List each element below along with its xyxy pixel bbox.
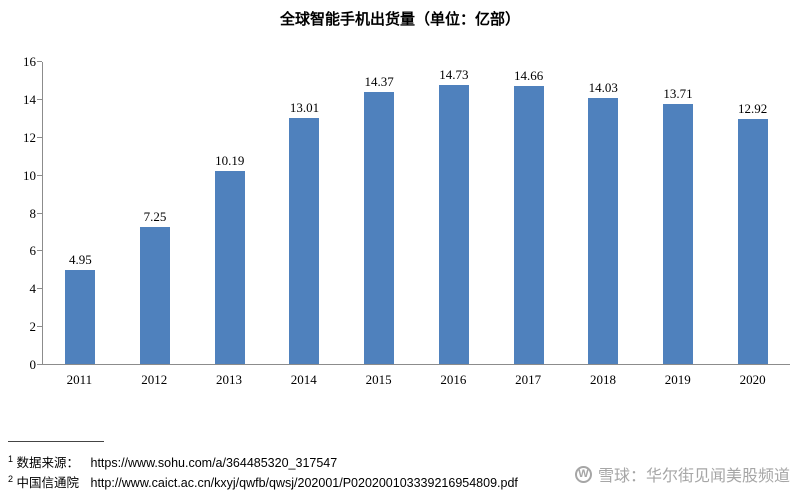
bar xyxy=(140,226,171,364)
chart-title: 全球智能手机出货量（单位：亿部） xyxy=(279,11,520,28)
y-axis-tick xyxy=(37,288,42,290)
x-axis-label: 2016 xyxy=(440,372,467,387)
bar xyxy=(588,98,619,364)
footnote-source-1: 1 数据来源： https://www.sohu.com/a/364485320… xyxy=(8,452,337,471)
bar-group: 13.01 xyxy=(267,62,342,364)
y-axis: 0 2 4 6 8 10 12 14 16 xyxy=(0,55,37,372)
footnote-marker: 2 xyxy=(8,473,14,484)
bar-value-label: 14.03 xyxy=(588,80,618,96)
x-axis-label: 2018 xyxy=(589,372,616,387)
y-axis-tick xyxy=(37,61,42,62)
bar-group: 10.19 xyxy=(192,62,267,364)
bar-chart-plot-area: 4.95 7.25 10.19 13.01 14.37 14.73 14.66 14.03 13… xyxy=(42,62,790,365)
x-axis-label: 2012 xyxy=(141,372,168,387)
y-axis-tick xyxy=(37,136,42,138)
y-axis-label: 2 xyxy=(29,319,37,335)
bar-value-label: 12.92 xyxy=(738,101,768,117)
footnote-link[interactable]: https://www.sohu.com/a/364485320_317547 xyxy=(90,456,338,470)
bar-group: 13.71 xyxy=(641,62,716,364)
y-axis-tick xyxy=(37,364,42,365)
bar-group: 14.66 xyxy=(491,62,566,364)
x-axis-label: 2017 xyxy=(515,372,542,387)
bar-group: 7.25 xyxy=(118,62,193,364)
bar-value-label: 13.01 xyxy=(289,99,320,115)
y-axis-label: 4 xyxy=(29,281,37,297)
footnote-label: 中国信通院 xyxy=(16,476,80,490)
x-axis-label: 2014 xyxy=(290,372,317,387)
x-axis-label: 2020 xyxy=(739,372,766,387)
bar-value-label: 13.71 xyxy=(663,86,693,102)
footnote-source-2: 2 中国信通院 http://www.caict.ac.cn/kxyj/qwfb… xyxy=(8,472,518,491)
y-axis-tick xyxy=(37,326,42,328)
y-axis-label: 0 xyxy=(29,357,37,372)
x-axis: 2011 2012 2013 2014 2015 2016 2017 2018 2019 2020 xyxy=(42,372,790,388)
bar-value-label: 14.37 xyxy=(364,73,394,89)
y-axis-tick xyxy=(37,250,42,252)
bar xyxy=(364,91,395,364)
y-axis-label: 8 xyxy=(29,205,37,221)
bar-group: 4.95 xyxy=(43,62,118,364)
y-axis-label: 14 xyxy=(23,91,36,107)
bar-value-label: 10.19 xyxy=(215,153,245,169)
bar-value-label: 7.25 xyxy=(143,208,167,224)
bar xyxy=(289,117,320,364)
bar-value-label: 14.66 xyxy=(513,68,544,84)
x-axis-label: 2013 xyxy=(215,372,242,387)
footnote-marker: 1 xyxy=(8,453,14,464)
bar-group: 12.92 xyxy=(715,62,790,364)
bar xyxy=(438,85,469,364)
y-axis-tick xyxy=(37,174,42,176)
y-axis-tick xyxy=(37,212,42,214)
footnote-separator xyxy=(8,441,104,442)
y-axis-label: 12 xyxy=(23,129,36,145)
bar xyxy=(662,104,693,364)
bar xyxy=(65,270,96,364)
y-axis-label: 16 xyxy=(23,54,36,69)
watermark-text: 雪球：华尔街见闻美股频道 xyxy=(597,468,790,485)
bar-value-label: 4.95 xyxy=(68,252,92,268)
bar xyxy=(214,171,245,364)
y-axis-tick-marks xyxy=(37,61,42,365)
x-axis-label: 2015 xyxy=(365,372,392,387)
x-axis-label: 2019 xyxy=(664,372,691,387)
bar-group: 14.73 xyxy=(417,62,492,364)
x-axis-label: 2011 xyxy=(66,372,93,387)
footnote-label: 数据来源： xyxy=(16,456,80,470)
y-axis-label: 6 xyxy=(29,243,37,259)
bar-group: 14.03 xyxy=(566,62,641,364)
watermark: W 雪球：华尔街见闻美股频道 xyxy=(574,462,790,486)
y-axis-tick xyxy=(37,98,42,100)
y-axis-label: 10 xyxy=(23,167,36,183)
bar-group: 14.37 xyxy=(342,62,417,364)
footnote-link[interactable]: http://www.caict.ac.cn/kxyj/qwfb/qwsj/20… xyxy=(90,476,518,490)
bar-value-label: 14.73 xyxy=(439,67,469,83)
xueqiu-logo-icon: W xyxy=(574,465,592,483)
bar xyxy=(513,86,544,364)
bar xyxy=(737,119,768,364)
